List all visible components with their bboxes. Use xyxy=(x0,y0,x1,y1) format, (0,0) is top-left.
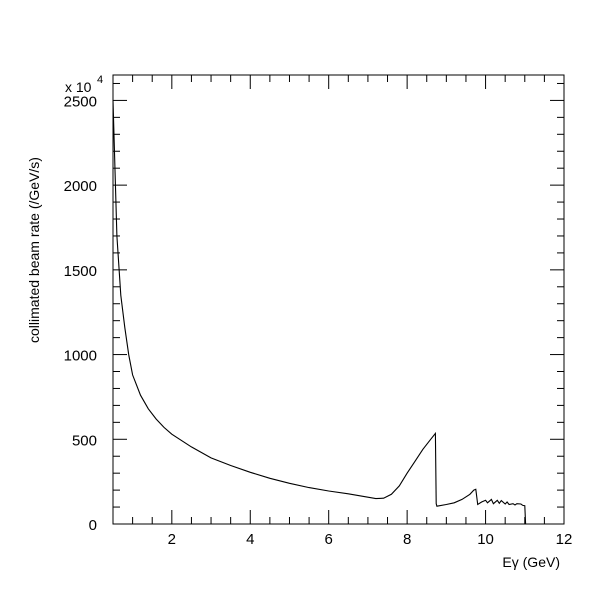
x-tick-label: 10 xyxy=(477,531,494,548)
x-tick-label: 6 xyxy=(325,531,333,548)
y-tick-label: 0 xyxy=(89,517,97,534)
y-tick-label: 2000 xyxy=(64,178,97,195)
y-minor-ticks xyxy=(113,82,564,508)
x-tick-label: 4 xyxy=(246,531,254,548)
x-major-ticks xyxy=(171,75,487,524)
y-major-ticks xyxy=(113,99,564,525)
x-tick-label: 12 xyxy=(556,531,573,548)
x-minor-ticks xyxy=(132,75,545,524)
y-multiplier-base: x 10 xyxy=(65,79,92,95)
x-tick-label: 8 xyxy=(403,531,411,548)
y-axis-multiplier: x 10 4 xyxy=(65,74,103,95)
y-tick-label: 1500 xyxy=(64,263,97,280)
series-line xyxy=(112,100,527,525)
y-tick-label: 1000 xyxy=(64,348,97,365)
plot-frame xyxy=(112,74,565,525)
y-axis-title: collimated beam rate (/GeV/s) xyxy=(26,157,42,343)
y-multiplier-exponent: 4 xyxy=(97,74,103,86)
x-tick-labels: 2 4 6 8 10 12 xyxy=(168,531,573,548)
x-tick-label: 2 xyxy=(168,531,176,548)
y-tick-labels: 0 500 1000 1500 2000 2500 xyxy=(64,93,97,534)
y-tick-label: 500 xyxy=(72,432,97,449)
x-axis-title: Eγ (GeV) xyxy=(502,554,560,570)
y-tick-label: 2500 xyxy=(64,93,97,110)
